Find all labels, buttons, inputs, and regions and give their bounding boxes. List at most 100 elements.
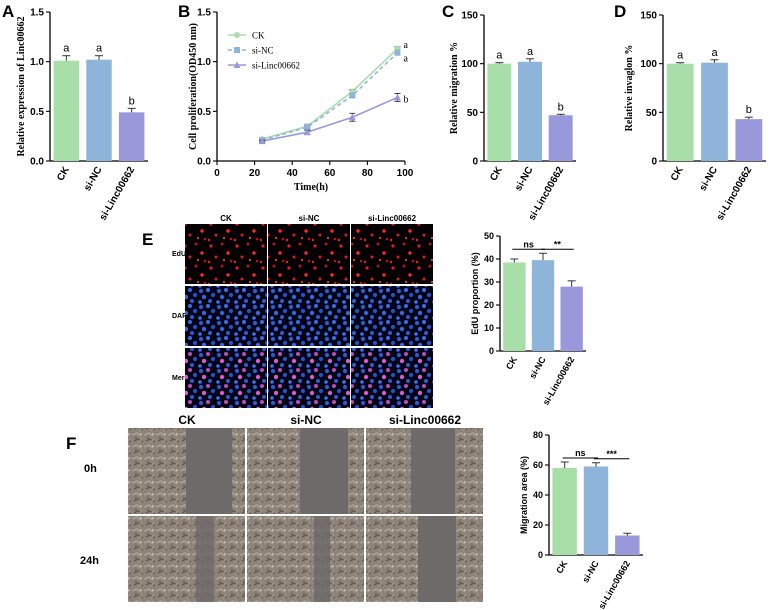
y-tick-label: 150 — [640, 11, 657, 22]
y-tick-label: 0 — [538, 550, 543, 560]
significance-letter: a — [527, 46, 534, 58]
bar — [518, 61, 542, 161]
bar — [548, 115, 573, 161]
scratch-col-label-ck: CK — [178, 413, 196, 427]
legend-label: si-Linc00662 — [252, 61, 300, 71]
merge-image-ck — [185, 348, 267, 408]
category-label: si-NC — [580, 559, 601, 585]
edu-col-label-si: si-Linc00662 — [368, 214, 417, 223]
legend-label: CK — [252, 31, 265, 41]
y-tick-label: 40 — [533, 490, 543, 500]
significance-letter: a — [96, 43, 103, 55]
y-tick-label: 0.0 — [197, 157, 211, 168]
series-end-label: a — [403, 40, 408, 51]
bar — [531, 260, 555, 351]
scratch-gap-ck-24h — [196, 516, 214, 602]
significance-letter: a — [63, 43, 70, 55]
bar — [503, 262, 526, 351]
x-tick-label: 40 — [287, 168, 299, 179]
x-tick-label: 100 — [397, 168, 414, 179]
legend-marker — [234, 32, 240, 38]
panel-label-d: D — [614, 2, 626, 21]
significance-letter: a — [496, 50, 503, 62]
scratch-row-label-0h: 0h — [84, 463, 97, 475]
merge-image-sinc — [268, 348, 350, 408]
legend-marker — [233, 61, 241, 68]
significance-letter: a — [677, 50, 684, 62]
y-axis-label: EdU proportion (%) — [470, 252, 480, 335]
edu-col-label-sinc: si-NC — [299, 214, 320, 223]
y-axis-label: Relative expression of Linc00662 — [16, 16, 27, 156]
bar — [118, 112, 145, 161]
bar — [735, 119, 763, 161]
y-axis-label: Relative migration % — [449, 42, 460, 134]
series-line — [261, 52, 399, 141]
bar — [615, 535, 640, 555]
significance-letter: b — [129, 95, 135, 107]
x-tick-label: 80 — [362, 168, 374, 179]
chart-b-proliferation: 0.0 0.5 1.0 1.5 0 20 40 60 80 100 Time(h) Cell prol… — [188, 8, 414, 194]
significance-letter: a — [711, 47, 718, 59]
x-axis-label: Time(h) — [294, 182, 328, 193]
y-tick-label: 10 — [484, 323, 494, 333]
y-tick-label: 0 — [489, 346, 494, 356]
category-label: si-NC — [513, 165, 536, 193]
y-tick-label: 0.5 — [197, 107, 211, 118]
category-label: si-Linc00662 — [98, 165, 138, 223]
legend-marker — [234, 47, 240, 53]
y-tick-label: 50 — [467, 108, 479, 119]
x-tick-label: 60 — [324, 168, 336, 179]
scratch-row-label-24h: 24h — [80, 555, 99, 567]
panel-label-a: A — [2, 2, 14, 21]
y-axis-label: Cell proliferation(OD450 nm) — [188, 23, 199, 150]
edu-row-label-merge: Merge — [172, 375, 193, 382]
edu-col-label-ck: CK — [220, 214, 232, 223]
scratch-gap-sinc-0h — [300, 428, 348, 514]
series-line — [261, 96, 398, 142]
category-label: si-Linc00662 — [596, 559, 632, 610]
y-tick-label: 40 — [484, 254, 494, 264]
data-point — [393, 93, 401, 101]
series-end-label: a — [403, 54, 408, 65]
scratch-gap-sinc-24h — [314, 516, 330, 602]
y-tick-label: 30 — [484, 277, 494, 287]
edu-micrograph-grid: CK si-NC si-Linc00662 EdU DAPI Merge — [172, 214, 433, 408]
edu-image-sinc — [268, 224, 350, 284]
edu-row-label-edu: EdU — [172, 251, 186, 258]
panel-label-f: F — [66, 434, 76, 453]
significance-letter: b — [558, 101, 564, 113]
category-label: si-NC — [82, 165, 105, 193]
comparison-label: ** — [554, 239, 562, 249]
y-axis-label: Relative invaglon % — [624, 45, 635, 132]
category-label: si-Linc00662 — [715, 165, 755, 223]
bar — [583, 466, 609, 555]
dapi-image-si — [351, 286, 433, 346]
panel-label-c: C — [442, 2, 454, 21]
y-tick-label: 100 — [461, 59, 478, 70]
dapi-image-ck — [185, 286, 267, 346]
bar — [701, 62, 728, 162]
edu-row-label-dapi: DAPI — [172, 313, 189, 320]
category-label: si-NC — [527, 355, 548, 381]
y-tick-label: 0 — [651, 157, 657, 168]
category-label: CK — [554, 559, 569, 576]
y-tick-label: 100 — [640, 59, 657, 70]
category-label: CK — [488, 164, 505, 183]
data-point — [394, 49, 401, 56]
category-label: CK — [504, 355, 519, 372]
scratch-gap-ck-0h — [186, 428, 232, 514]
series-line — [261, 48, 399, 140]
data-point — [348, 113, 356, 121]
merge-image-si — [351, 348, 433, 408]
bar — [666, 63, 694, 161]
y-tick-label: 1.0 — [197, 57, 211, 68]
scratch-image-ck-24h — [128, 516, 245, 602]
category-label: CK — [55, 164, 72, 183]
chart-f-migration-area: 0 20 40 60 80 Migration area (%) CK si-NCsi-Lin… — [519, 430, 643, 610]
y-tick-label: 0.0 — [30, 157, 44, 168]
y-tick-label: 150 — [461, 11, 478, 22]
y-tick-label: 20 — [533, 520, 543, 530]
